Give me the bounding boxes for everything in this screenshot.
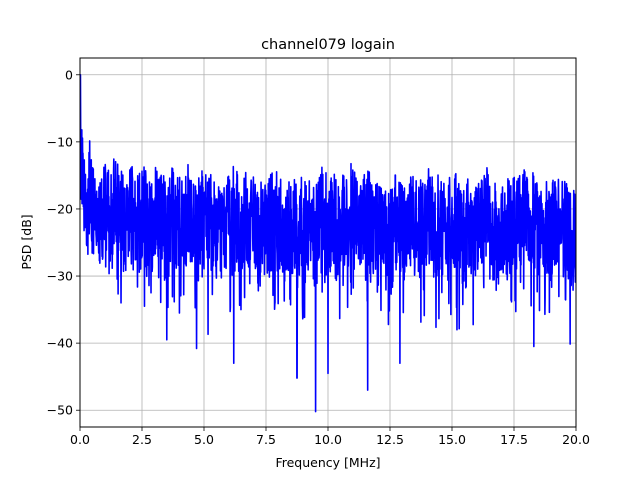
y-tick-label: −30: [47, 269, 73, 284]
x-tick-label: 20.0: [562, 432, 590, 447]
y-tick-label: −20: [47, 201, 73, 216]
x-tick-label: 12.5: [376, 432, 404, 447]
chart-title: channel079 logain: [261, 37, 395, 53]
x-tick-label: 2.5: [132, 432, 152, 447]
x-tick-label: 17.5: [500, 432, 528, 447]
x-axis-ticks: 0.0 2.5 5.0 7.5 10.0 12.5 15.0 17.5 20.0: [70, 427, 590, 447]
x-tick-label: 10.0: [314, 432, 342, 447]
y-tick-label: −40: [47, 336, 73, 351]
y-tick-label: −50: [47, 403, 73, 418]
plot-area: [80, 73, 576, 413]
x-tick-label: 7.5: [256, 432, 276, 447]
psd-series-line: [80, 73, 576, 413]
y-axis-label: PSD [dB]: [19, 214, 34, 269]
y-tick-label: −10: [47, 134, 73, 149]
y-axis-ticks: 0 −10 −20 −30 −40 −50: [47, 67, 80, 418]
x-tick-label: 15.0: [438, 432, 466, 447]
x-tick-label: 5.0: [194, 432, 214, 447]
y-tick-label: 0: [65, 67, 73, 82]
x-axis-label: Frequency [MHz]: [275, 455, 380, 470]
x-tick-label: 0.0: [70, 432, 90, 447]
